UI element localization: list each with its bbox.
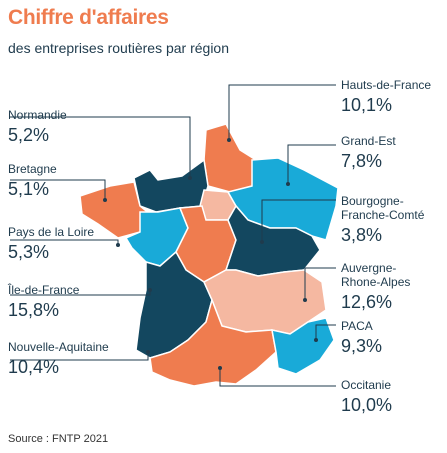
label-nouvelle-aquitaine: Nouvelle-Aquitaine 10,4% — [8, 340, 109, 378]
region-name: Bretagne — [8, 162, 57, 176]
region-value: 12,6% — [341, 292, 393, 312]
leader-dots — [103, 138, 318, 370]
region-value: 5,1% — [8, 179, 50, 199]
region-name: Grand-Est — [341, 134, 396, 148]
chart-title: Chiffre d'affaires — [8, 6, 169, 29]
label-ile-de-france: Île-de-France 15,8% — [8, 283, 79, 321]
region-name: Pays de la Loire — [8, 225, 95, 239]
region-normandie — [133, 158, 209, 213]
region-paca — [271, 317, 335, 375]
label-paca: PACA 9,3% — [341, 319, 382, 357]
region-hauts-de-france — [203, 123, 257, 193]
chart-subtitle: des entreprises routières par région — [8, 40, 230, 56]
region-value: 5,2% — [8, 125, 50, 145]
region-value: 10,4% — [8, 357, 60, 377]
region-name: Île-de-France — [8, 283, 80, 297]
region-value: 9,3% — [341, 336, 383, 356]
region-value: 3,8% — [341, 225, 383, 245]
region-value: 5,3% — [8, 242, 50, 262]
region-value: 10,1% — [341, 95, 393, 115]
label-hauts-de-france: Hauts-de-France 10,1% — [341, 78, 431, 116]
label-pays-de-la-loire: Pays de la Loire 5,3% — [8, 225, 94, 263]
leader-lines — [10, 84, 336, 387]
region-name: PACA — [341, 319, 373, 333]
label-bretagne: Bretagne 5,1% — [8, 162, 57, 200]
region-value: 7,8% — [341, 151, 383, 171]
region-name: Hauts-de-France — [341, 78, 432, 92]
region-name: Bourgogne- Franche-Comté — [341, 194, 425, 222]
region-name: Occitanie — [341, 378, 392, 392]
region-name: Normandie — [8, 108, 67, 122]
label-auvergne-rhone-alpes: Auvergne- Rhone-Alpes 12,6% — [341, 261, 410, 313]
region-name: Auvergne- Rhone-Alpes — [341, 261, 411, 289]
region-value: 10,0% — [341, 395, 393, 415]
label-bourgogne-franche-comte: Bourgogne- Franche-Comté 3,8% — [341, 194, 424, 246]
source-note: Source : FNTP 2021 — [8, 433, 109, 445]
label-normandie: Normandie 5,2% — [8, 108, 67, 146]
region-name: Nouvelle-Aquitaine — [8, 340, 109, 354]
label-occitanie: Occitanie 10,0% — [341, 378, 392, 416]
label-grand-est: Grand-Est 7,8% — [341, 134, 396, 172]
region-value: 15,8% — [8, 300, 60, 320]
